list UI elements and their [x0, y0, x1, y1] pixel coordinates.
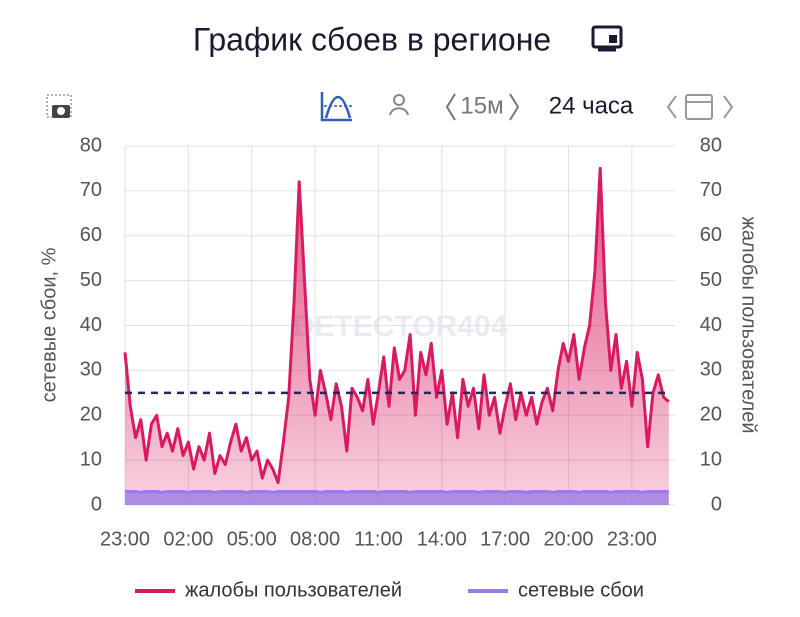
x-tick-label: 23:00 — [607, 528, 657, 550]
series-line — [123, 166, 670, 485]
x-tick-label: 02:00 — [163, 528, 213, 550]
x-tick-label: 17:00 — [480, 528, 530, 550]
series-line — [125, 490, 669, 494]
y2-tick-label: 70 — [700, 179, 722, 201]
series-area — [125, 168, 669, 505]
y2-tick-label: 40 — [700, 314, 722, 336]
x-tick-label: 05:00 — [227, 528, 277, 550]
legend-label: сетевые сбои — [518, 579, 644, 601]
chart-type-button[interactable] — [320, 92, 352, 122]
x-tick-label: 11:00 — [354, 528, 403, 550]
x-tick-label: 23:00 — [100, 528, 150, 550]
screenshot-button[interactable] — [46, 94, 72, 118]
y-tick-label: 0 — [91, 493, 102, 515]
y-axis-label: сетевые сбои, % — [38, 247, 60, 402]
interval[interactable]: 15м — [460, 92, 503, 119]
range[interactable]: 24 часа — [549, 92, 634, 119]
y-tick-label: 20 — [80, 404, 102, 426]
user-button[interactable] — [389, 94, 409, 116]
series-area — [125, 491, 669, 505]
y-tick-label: 40 — [80, 314, 102, 336]
x-tick-label: 14:00 — [417, 528, 467, 550]
y2-axis-label: жалобы пользователей — [738, 216, 760, 433]
y2-tick-label: 60 — [700, 224, 722, 246]
y2-tick-label: 50 — [700, 269, 722, 291]
y2-tick-label: 10 — [700, 448, 722, 470]
chart-title: График сбоев в регионе — [193, 21, 551, 57]
y-tick-label: 60 — [80, 224, 102, 246]
monitor-icon — [591, 25, 623, 52]
y2-tick-label: 80 — [700, 134, 722, 156]
watermark: DETECTOR404 — [293, 310, 508, 343]
interval-chevrons[interactable] — [445, 93, 520, 121]
y-tick-label: 50 — [80, 269, 102, 291]
y2-tick-label: 30 — [700, 359, 722, 381]
y-tick-label: 70 — [80, 179, 102, 201]
y-tick-label: 30 — [80, 359, 102, 381]
y-tick-label: 10 — [80, 448, 102, 470]
y2-tick-label: 0 — [711, 493, 722, 515]
legend-label: жалобы пользователей — [185, 579, 402, 601]
x-tick-label: 08:00 — [290, 528, 340, 550]
y2-tick-label: 20 — [700, 404, 722, 426]
y-tick-label: 80 — [80, 134, 102, 156]
calendar-button[interactable] — [666, 94, 734, 120]
x-tick-label: 20:00 — [543, 528, 593, 550]
